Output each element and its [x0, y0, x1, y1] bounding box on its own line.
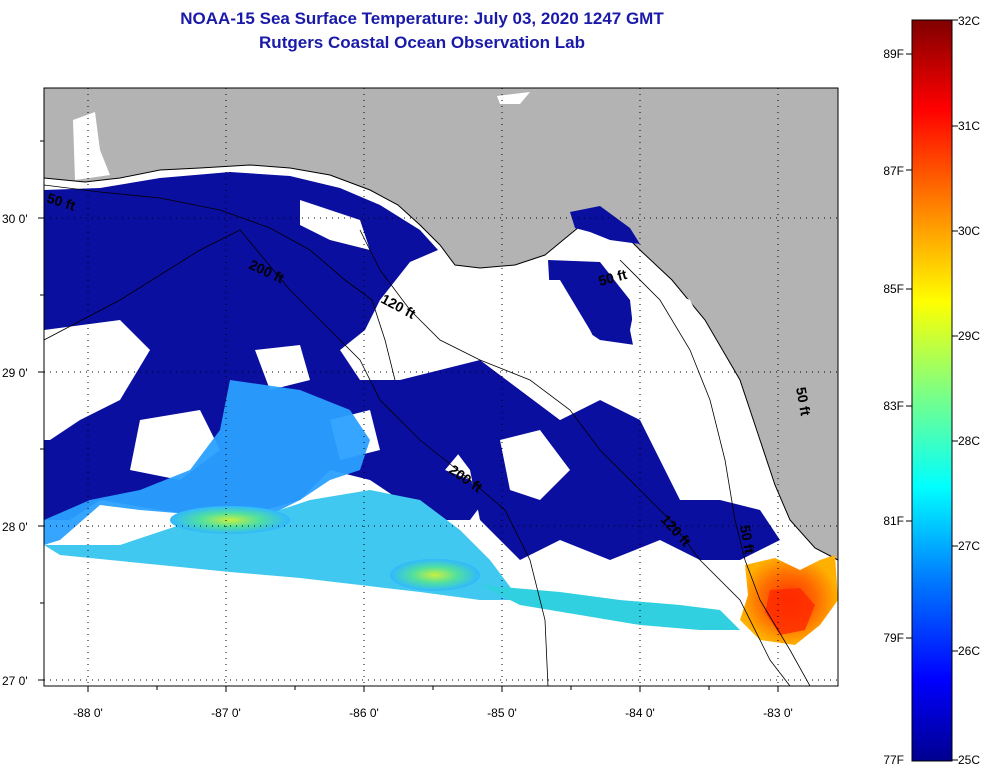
colorbar	[911, 19, 953, 762]
cloud-gap	[630, 280, 760, 500]
bay-region	[73, 112, 110, 180]
depth-contours	[44, 184, 811, 686]
colorbar-fahrenheit-label: 83F	[883, 399, 904, 413]
colorbar-celsius-label: 25C	[958, 753, 980, 767]
map-subtitle: Rutgers Coastal Ocean Observation Lab	[259, 33, 585, 52]
cloud-gap	[500, 430, 570, 500]
colorbar-fahrenheit-label: 87F	[883, 164, 904, 178]
colorbar-fahrenheit-label: 79F	[883, 631, 904, 645]
cloud-gap	[255, 345, 310, 390]
colorbar-fahrenheit-label: 85F	[883, 282, 904, 296]
longitude-label: -84 0'	[625, 706, 655, 720]
sst-cold-patch-ne	[570, 206, 640, 244]
colorbar-ticks	[906, 19, 958, 761]
land-mass	[44, 88, 838, 560]
map-grid	[44, 88, 838, 686]
depth-label: 50 ft	[737, 524, 758, 555]
sst-cold-region-bigbend	[548, 260, 635, 345]
sst-mid-region	[44, 380, 370, 545]
depth-label: 50 ft	[793, 386, 814, 417]
coastline	[44, 164, 838, 561]
sst-warm-band-central	[390, 559, 480, 591]
sst-southern-band	[480, 585, 740, 630]
sst-warm-band-west	[170, 506, 290, 534]
longitude-label: -83 0'	[763, 706, 793, 720]
cloud-gap	[300, 200, 370, 250]
depth-label: 50 ft	[597, 266, 629, 289]
latitude-label: 29 0'	[2, 366, 28, 380]
cloud-gap	[44, 320, 150, 440]
colorbar-celsius-label: 28C	[958, 434, 980, 448]
colorbar-fahrenheit-label: 81F	[883, 514, 904, 528]
longitude-label: -87 0'	[211, 706, 241, 720]
latitude-label: 30 0'	[2, 212, 28, 226]
longitude-label: -85 0'	[487, 706, 517, 720]
colorbar-celsius-label: 30C	[958, 224, 980, 238]
map-frame	[43, 87, 839, 687]
colorbar-celsius-label: 29C	[958, 329, 980, 343]
colorbar-celsius-label: 27C	[958, 539, 980, 553]
colorbar-fahrenheit-label: 89F	[883, 47, 904, 61]
map-title: NOAA-15 Sea Surface Temperature: July 03…	[180, 9, 664, 28]
colorbar-celsius-label: 31C	[958, 119, 980, 133]
colorbar-fahrenheit-label: 77F	[883, 753, 904, 767]
latitude-label: 28 0'	[2, 520, 28, 534]
sst-hot-core	[765, 588, 815, 635]
colorbar-celsius-label: 26C	[958, 644, 980, 658]
longitude-label: -88 0'	[73, 706, 103, 720]
sst-cold-region-east	[400, 360, 780, 560]
latitude-label: 27 0'	[2, 674, 28, 688]
cloud-gap	[460, 280, 640, 420]
inland-lake	[497, 92, 530, 104]
axis-ticks	[38, 140, 779, 692]
colorbar-celsius-label: 32C	[958, 14, 980, 28]
longitude-label: -86 0'	[349, 706, 379, 720]
